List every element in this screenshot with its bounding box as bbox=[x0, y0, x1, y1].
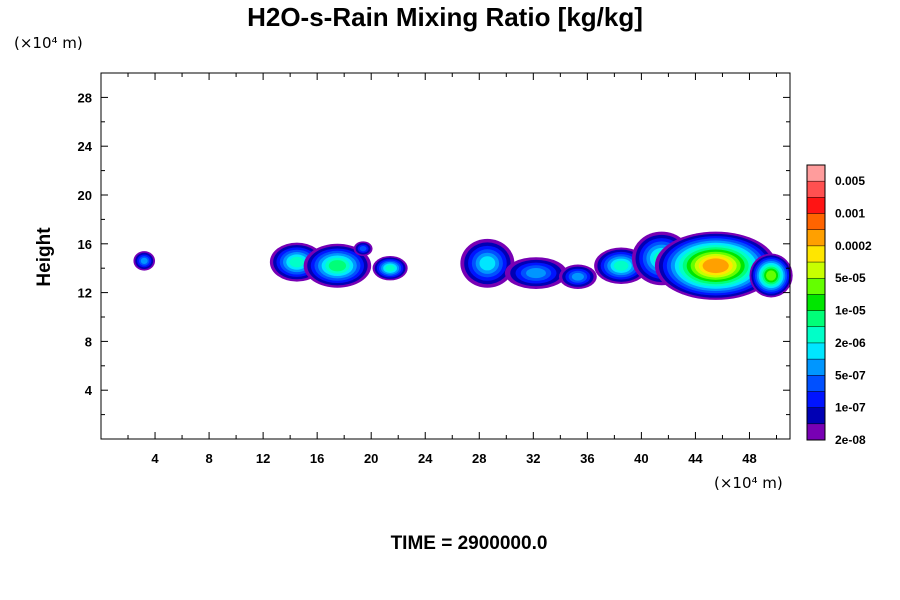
field-contour bbox=[479, 256, 496, 271]
plot-field bbox=[133, 231, 793, 300]
y-tick-label: 16 bbox=[78, 237, 92, 252]
x-unit-label: (×10⁴ m) bbox=[714, 474, 783, 492]
x-tick-label: 36 bbox=[580, 451, 594, 466]
colorbar-swatch bbox=[807, 310, 825, 328]
colorbar-label: 5e-07 bbox=[835, 368, 866, 382]
x-tick-label: 24 bbox=[418, 451, 433, 466]
colorbar-swatch bbox=[807, 229, 825, 247]
y-tick-label: 12 bbox=[78, 286, 92, 301]
colorbar-swatch bbox=[807, 407, 825, 425]
colorbar-label: 5e-05 bbox=[835, 271, 866, 285]
colorbar-label: 0.005 bbox=[835, 174, 865, 188]
colorbar-swatch bbox=[807, 294, 825, 312]
x-tick-label: 12 bbox=[256, 451, 270, 466]
colorbar-swatch bbox=[807, 375, 825, 392]
field-contour bbox=[702, 258, 729, 274]
colorbar-swatch bbox=[807, 391, 825, 409]
colorbar-swatch bbox=[807, 245, 825, 263]
colorbar-swatch bbox=[807, 342, 825, 360]
time-label: TIME = 2900000.0 bbox=[391, 533, 548, 554]
field-contour bbox=[766, 270, 777, 281]
x-tick-label: 44 bbox=[688, 451, 703, 466]
field-contour bbox=[289, 256, 305, 268]
plot-frame bbox=[100, 72, 791, 440]
field-contour bbox=[140, 257, 148, 265]
y-axis-label: Height bbox=[34, 227, 55, 287]
x-tick-label: 48 bbox=[742, 451, 756, 466]
colorbar: 0.005 0.001 0.0002 5e-05 1e-05 2e-06 5e-07 1e-0… bbox=[806, 164, 872, 447]
colorbar-swatch bbox=[807, 213, 825, 231]
x-tick-label: 20 bbox=[364, 451, 378, 466]
field-contour bbox=[571, 272, 584, 281]
field-contour bbox=[613, 260, 629, 271]
x-tick-label: 4 bbox=[151, 451, 159, 466]
colorbar-swatch bbox=[807, 181, 825, 198]
y-tick-label: 4 bbox=[85, 383, 93, 398]
y-tick-label: 24 bbox=[78, 139, 93, 154]
colorbar-frame bbox=[806, 164, 826, 441]
y-tick-label: 28 bbox=[78, 90, 92, 105]
x-axis: 4 8 12 16 20 24 28 32 36 40 44 48 bbox=[127, 73, 777, 466]
y-tick-label: 20 bbox=[78, 188, 92, 203]
x-tick-label: 8 bbox=[205, 451, 212, 466]
y-unit-label: (×10⁴ m) bbox=[14, 34, 83, 52]
colorbar-label: 1e-05 bbox=[835, 304, 866, 318]
colorbar-swatch bbox=[807, 359, 825, 376]
x-tick-label: 32 bbox=[526, 451, 540, 466]
colorbar-swatch bbox=[807, 326, 825, 344]
field-contour bbox=[385, 264, 395, 272]
colorbar-swatch bbox=[807, 278, 825, 295]
colorbar-swatch bbox=[807, 262, 825, 279]
colorbar-label: 2e-06 bbox=[835, 336, 866, 350]
x-tick-label: 28 bbox=[472, 451, 486, 466]
colorbar-label: 2e-08 bbox=[835, 433, 866, 447]
y-axis: 4 8 12 16 20 24 28 bbox=[78, 90, 790, 416]
x-tick-label: 16 bbox=[310, 451, 324, 466]
colorbar-label: 0.001 bbox=[835, 207, 865, 221]
y-tick-label: 8 bbox=[85, 334, 92, 349]
x-tick-label: 40 bbox=[634, 451, 648, 466]
colorbar-label: 1e-07 bbox=[835, 401, 866, 415]
colorbar-label: 0.0002 bbox=[835, 239, 872, 253]
colorbar-swatch bbox=[807, 423, 825, 441]
field-contour bbox=[359, 246, 367, 252]
chart-title: H2O-s-Rain Mixing Ratio [kg/kg] bbox=[247, 2, 643, 32]
colorbar-swatch bbox=[807, 197, 825, 215]
field-contour bbox=[328, 260, 347, 272]
colorbar-swatch bbox=[807, 165, 825, 182]
field-contour bbox=[526, 268, 546, 279]
